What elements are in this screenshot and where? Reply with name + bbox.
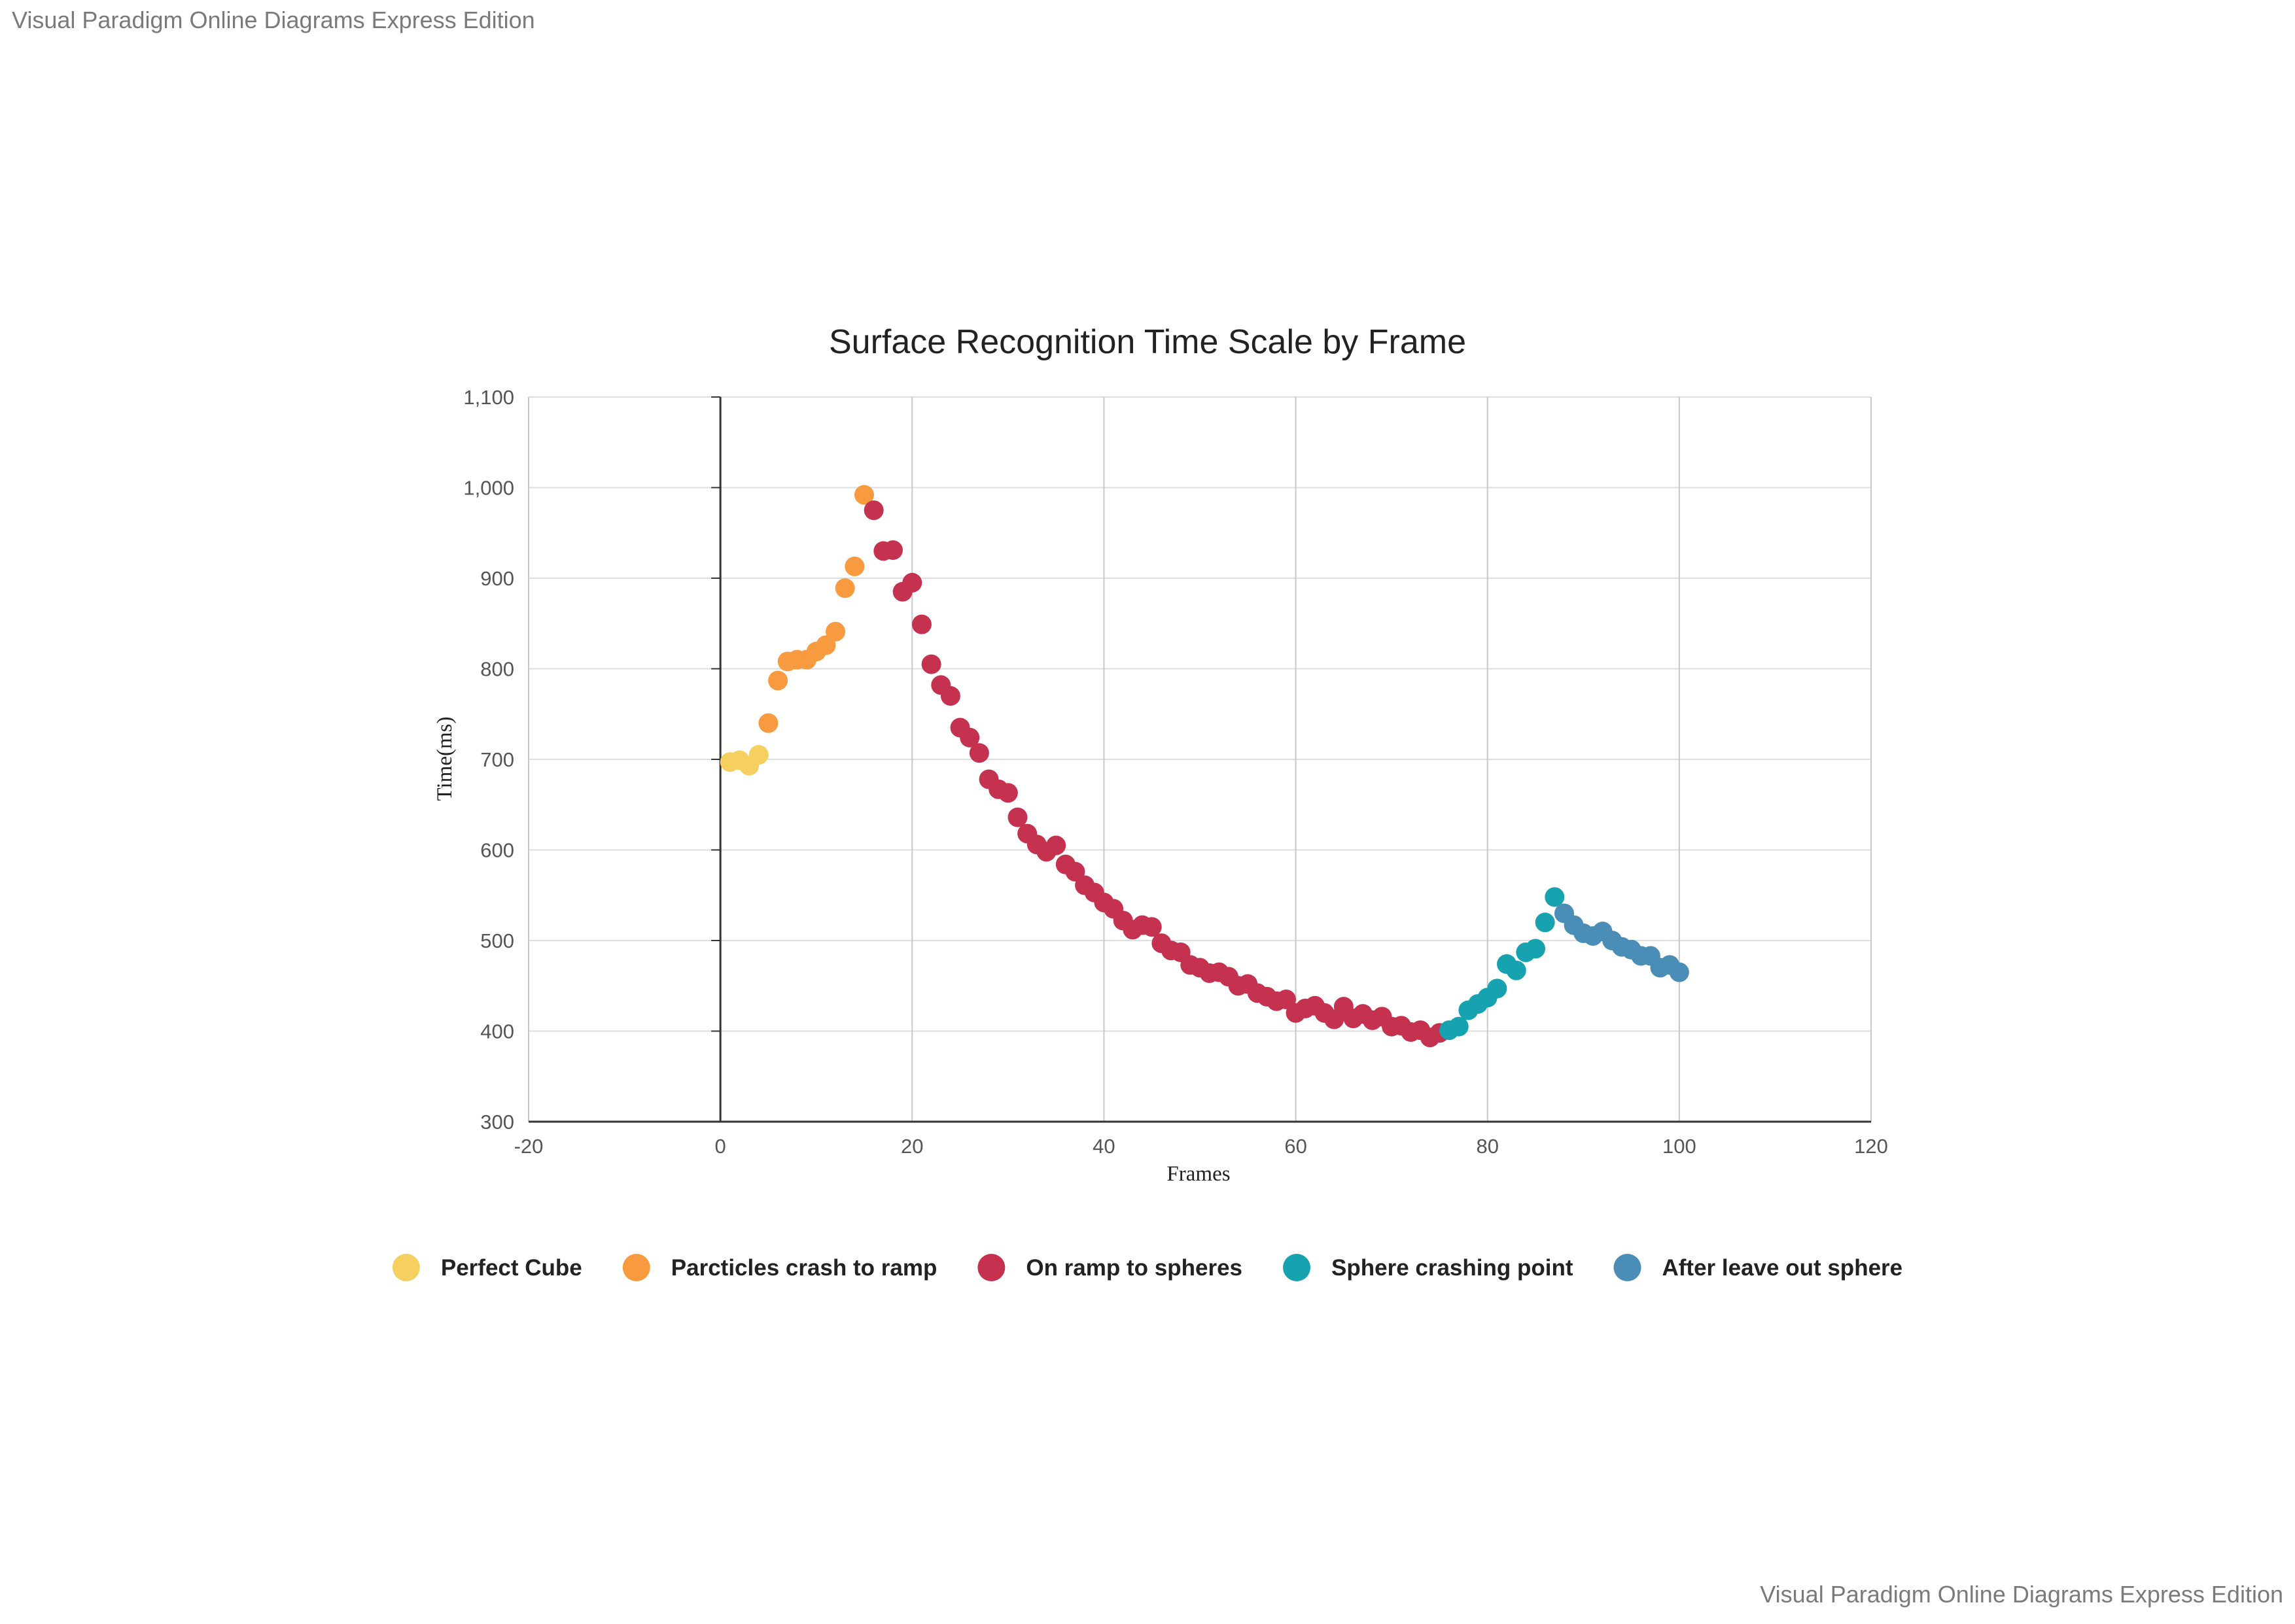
legend-label: After leave out sphere [1662, 1255, 1903, 1281]
legend-item: On ramp to spheres [977, 1254, 1242, 1281]
data-point [816, 635, 836, 655]
data-point [1046, 835, 1066, 855]
x-tick-label: 120 [1854, 1135, 1888, 1158]
data-point [921, 654, 941, 674]
tick-labels: 300 400 500 600 700 800 900 1,000 1,100 -20 0 20 40 6… [463, 386, 1887, 1158]
data-point [1669, 962, 1689, 982]
legend-label: On ramp to spheres [1026, 1255, 1242, 1281]
data-point [902, 572, 922, 593]
data-point [1276, 990, 1296, 1010]
data-point [1142, 917, 1162, 937]
legend-swatch [1283, 1254, 1311, 1281]
x-tick-label: 100 [1662, 1135, 1696, 1158]
data-points [720, 485, 1689, 1048]
legend-item: After leave out sphere [1613, 1254, 1903, 1281]
data-point [960, 727, 980, 748]
data-point [1535, 912, 1555, 933]
data-point [864, 500, 884, 521]
y-tick-label: 400 [480, 1020, 514, 1043]
y-tick-label: 900 [480, 567, 514, 590]
y-tick-label: 500 [480, 929, 514, 952]
data-point [969, 743, 989, 763]
data-point [1065, 861, 1085, 882]
legend-swatch [392, 1254, 420, 1281]
y-tick-label: 300 [480, 1111, 514, 1133]
data-point [758, 713, 779, 733]
legend-swatch [977, 1254, 1006, 1281]
legend-label: Parcticles crash to ramp [671, 1255, 937, 1281]
y-tick-label: 700 [480, 748, 514, 771]
legend-swatch [1613, 1254, 1641, 1281]
y-tick-label: 1,100 [463, 386, 514, 409]
data-point [826, 621, 846, 642]
watermark-top: Visual Paradigm Online Diagrams Express … [12, 7, 535, 33]
x-tick-label: -20 [514, 1135, 544, 1158]
x-tick-label: 20 [901, 1135, 923, 1158]
data-point [1545, 887, 1565, 907]
data-point [1448, 1016, 1469, 1037]
x-tick-label: 40 [1093, 1135, 1115, 1158]
legend-item: Perfect Cube [392, 1254, 582, 1281]
y-tick-label: 600 [480, 839, 514, 862]
legend-label: Perfect Cube [441, 1255, 582, 1281]
data-point [1526, 939, 1545, 959]
data-point [998, 783, 1018, 803]
watermark-bottom: Visual Paradigm Online Diagrams Express … [1760, 1581, 2283, 1608]
data-point [911, 614, 932, 634]
x-tick-label: 0 [715, 1135, 726, 1158]
x-tick-label: 80 [1476, 1135, 1498, 1158]
data-point [835, 578, 855, 598]
data-point [883, 540, 903, 561]
data-point [845, 556, 865, 576]
legend-item: Parcticles crash to ramp [622, 1254, 937, 1281]
data-point [854, 485, 874, 505]
data-point [940, 686, 960, 706]
data-point [1506, 960, 1526, 980]
data-point [768, 670, 788, 691]
y-axis-title: Time(ms) [433, 717, 457, 801]
x-axis-title: Frames [1166, 1162, 1230, 1186]
data-point [748, 745, 769, 765]
legend-label: Sphere crashing point [1331, 1255, 1573, 1281]
axes [529, 396, 1871, 1123]
y-tick-label: 1,000 [463, 477, 514, 500]
chart-title: Surface Recognition Time Scale by Frame [829, 323, 1466, 361]
y-tick-label: 800 [480, 658, 514, 681]
x-tick-label: 60 [1284, 1135, 1306, 1158]
legend-swatch [622, 1254, 650, 1281]
legend: Perfect Cube Parcticles crash to ramp On r… [392, 1254, 1903, 1281]
legend-item: Sphere crashing point [1283, 1254, 1573, 1281]
data-point [1007, 807, 1028, 827]
data-point [1487, 978, 1507, 999]
